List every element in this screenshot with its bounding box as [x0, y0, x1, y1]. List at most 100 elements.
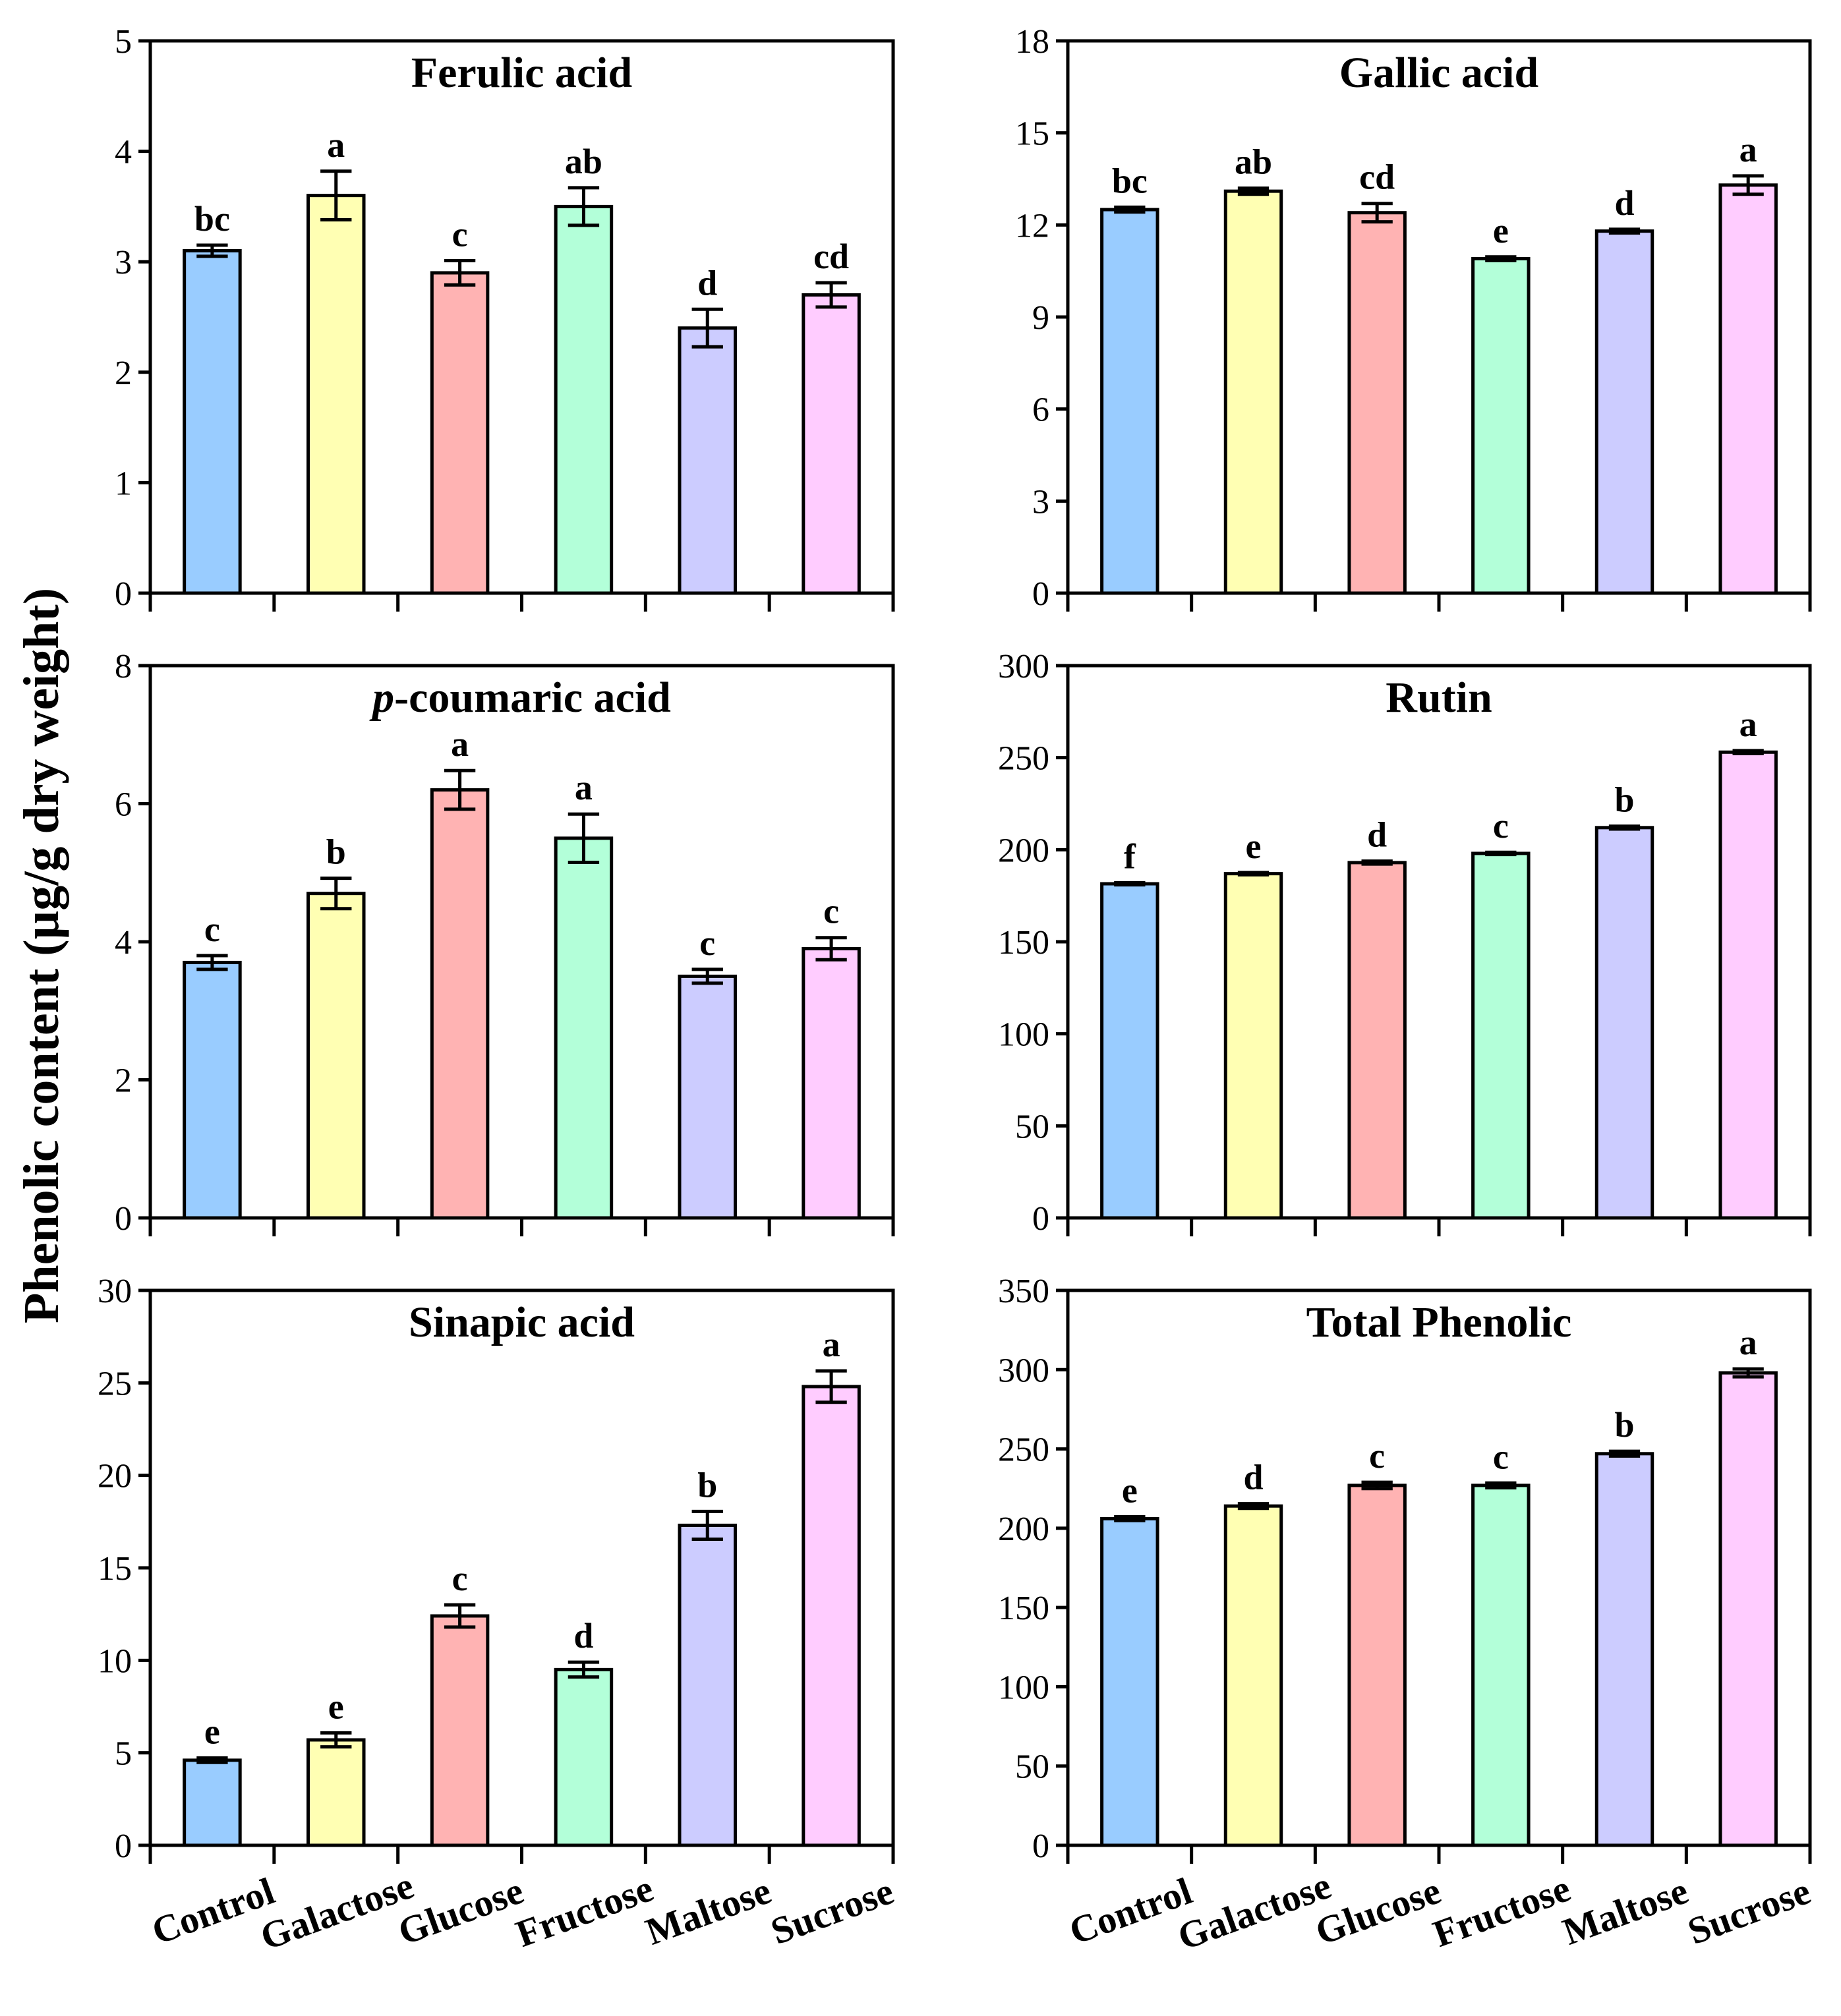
plot-frame	[1066, 1288, 1812, 1847]
y-tick-label: 0	[115, 575, 132, 613]
significance-letter: c	[1493, 806, 1509, 846]
significance-letter: d	[1614, 183, 1634, 223]
significance-letter: cd	[813, 237, 849, 276]
y-tick-label: 3	[115, 244, 132, 281]
chart-title: Ferulic acid	[411, 49, 632, 97]
significance-letter: c	[452, 215, 468, 254]
bar-maltose	[678, 326, 738, 595]
y-tick-label: 50	[1015, 1108, 1049, 1145]
chart-title: Total Phenolic	[1306, 1298, 1572, 1346]
bar-maltose	[1594, 229, 1654, 595]
significance-letter: d	[1367, 815, 1387, 855]
y-tick-label: 15	[1015, 115, 1049, 153]
chart-gallic-acid: 0 3 6 9 12 15 18 bc ab cd e d a Gallic acid	[1015, 23, 1812, 613]
y-tick-label: 250	[998, 1431, 1049, 1469]
y-tick-label: 50	[1015, 1748, 1049, 1786]
significance-letter: a	[1739, 130, 1757, 169]
y-tick-label: 200	[998, 1511, 1049, 1548]
significance-letter: e	[1122, 1471, 1138, 1511]
category-label-galactose: Galactose	[1172, 1864, 1336, 1959]
y-tick-label: 4	[115, 134, 132, 171]
error-bar	[568, 812, 600, 865]
significance-letter: e	[328, 1686, 344, 1726]
error-bar	[1732, 174, 1764, 196]
bar-fructose	[1471, 851, 1531, 1220]
error-bar	[320, 1731, 352, 1749]
significance-letter: cd	[1359, 158, 1395, 197]
error-bar	[815, 281, 847, 309]
bar-sucrose	[1718, 183, 1778, 595]
bar-glucose	[430, 271, 490, 595]
error-bar	[1361, 859, 1393, 866]
y-axis-label: Phenolic content (µg/g dry weight)	[14, 588, 69, 1323]
error-bar	[815, 1369, 847, 1404]
category-label-sucrose: Sucrose	[765, 1869, 899, 1953]
category-label-maltose: Maltose	[640, 1869, 776, 1953]
chart-title: Sinapic acid	[409, 1298, 635, 1346]
title-rest-part: -coumaric acid	[394, 674, 671, 722]
y-tick-label: 30	[98, 1273, 132, 1310]
significance-letter: c	[204, 909, 220, 949]
plot-frame	[1066, 664, 1812, 1220]
category-label-glucose: Glucose	[1310, 1869, 1446, 1953]
plot-frame	[1066, 39, 1812, 595]
significance-letter: ab	[1235, 142, 1272, 181]
error-bar	[1732, 1367, 1764, 1379]
error-bar	[1608, 1449, 1641, 1458]
y-tick-label: 0	[115, 1828, 132, 1865]
significance-letter: c	[452, 1559, 468, 1598]
significance-letter: e	[1493, 211, 1509, 250]
error-bar	[1485, 850, 1517, 857]
y-tick-label: 150	[998, 1590, 1049, 1627]
bar-fructose	[1471, 1483, 1531, 1847]
y-tick-label: 0	[1032, 575, 1049, 613]
error-bar	[444, 1603, 476, 1629]
significance-letter: a	[451, 724, 469, 764]
plot-frame	[148, 39, 895, 595]
y-tick-label: 25	[98, 1365, 132, 1402]
y-tick-label: 5	[115, 23, 132, 61]
bar-maltose	[678, 974, 738, 1220]
significance-letter: d	[573, 1616, 593, 1656]
error-bar	[196, 1756, 228, 1764]
category-label-fructose: Fructose	[1428, 1866, 1576, 1955]
bar-control	[183, 248, 242, 595]
y-tick-label: 0	[1032, 1828, 1049, 1865]
y-tick-label: 0	[1032, 1200, 1049, 1238]
error-bar	[1732, 749, 1764, 756]
category-label-glucose: Glucose	[392, 1869, 529, 1953]
bar-glucose	[1347, 861, 1407, 1220]
error-bar	[1361, 1480, 1393, 1491]
significance-letter: a	[575, 768, 593, 807]
bar-sucrose	[1718, 750, 1778, 1220]
significance-letter: b	[1614, 780, 1634, 820]
significance-letter: f	[1124, 836, 1136, 876]
category-label-galactose: Galactose	[254, 1864, 419, 1959]
y-tick-label: 15	[98, 1550, 132, 1588]
significance-letter: c	[699, 923, 715, 963]
error-bar	[196, 243, 228, 258]
y-tick-label: 12	[1015, 207, 1049, 245]
y-tick-label: 3	[1032, 483, 1049, 521]
y-tick-label: 0	[115, 1200, 132, 1238]
title-italic-part: p	[369, 674, 394, 722]
error-bar	[1361, 202, 1393, 224]
error-bar	[444, 768, 476, 811]
chart-p-coumaric-acid: 0 2 4 6 8 c b a a c c p-coumaric acid	[115, 648, 895, 1238]
bar-maltose	[678, 1523, 738, 1847]
significance-letter: a	[1739, 1323, 1757, 1362]
error-bar	[691, 967, 723, 985]
y-tick-label: 5	[115, 1735, 132, 1773]
significance-letter: c	[1369, 1436, 1385, 1476]
error-bar	[691, 307, 723, 349]
error-bar	[815, 936, 847, 962]
error-bar	[568, 1660, 600, 1679]
error-bar	[1485, 255, 1517, 262]
error-bar	[1237, 186, 1270, 196]
error-bar	[1114, 1515, 1146, 1522]
chart-title: p-coumaric acid	[369, 674, 671, 722]
error-bar	[1114, 880, 1146, 887]
y-tick-label: 8	[115, 648, 132, 685]
y-tick-label: 18	[1015, 23, 1049, 61]
